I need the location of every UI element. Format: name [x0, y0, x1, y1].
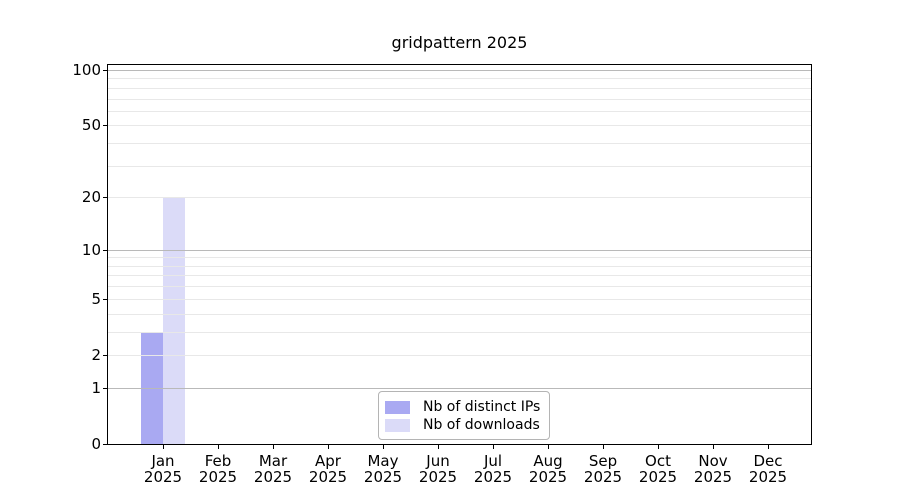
y-tick-label-50: 50 — [81, 116, 101, 134]
gridline-minor — [108, 332, 811, 333]
gridline-minor — [108, 99, 811, 100]
legend: Nb of distinct IPs Nb of downloads — [378, 391, 551, 440]
gridline-minor — [108, 111, 811, 112]
y-tick-label-10: 10 — [81, 241, 101, 259]
gridline-minor — [108, 257, 811, 258]
x-tick-label-jan: Jan 2025 — [133, 453, 193, 485]
x-label-year: 2025 — [748, 468, 788, 486]
legend-item-downloads: Nb of downloads — [385, 416, 540, 434]
x-tick-label-apr: Apr 2025 — [298, 453, 358, 485]
y-tick — [103, 388, 107, 389]
x-tick-label-mar: Mar 2025 — [243, 453, 303, 485]
x-label-month: Feb — [204, 452, 232, 470]
x-label-year: 2025 — [253, 468, 293, 486]
x-tick-label-aug: Aug 2025 — [518, 453, 578, 485]
x-tick-label-jun: Jun 2025 — [408, 453, 468, 485]
legend-label-downloads: Nb of downloads — [423, 417, 540, 433]
gridline-minor — [108, 266, 811, 267]
x-tick-label-oct: Oct 2025 — [628, 453, 688, 485]
gridline-minor — [108, 286, 811, 287]
x-label-year: 2025 — [693, 468, 733, 486]
x-tick-label-feb: Feb 2025 — [188, 453, 248, 485]
x-label-month: Sep — [588, 452, 618, 470]
gridline-major — [108, 388, 811, 389]
x-label-year: 2025 — [638, 468, 678, 486]
x-tick — [383, 445, 384, 449]
x-label-year: 2025 — [528, 468, 568, 486]
y-tick-label-2: 2 — [91, 346, 101, 364]
y-tick-label-100: 100 — [72, 61, 101, 79]
x-tick-label-dec: Dec 2025 — [738, 453, 798, 485]
x-label-month: Aug — [533, 452, 563, 470]
x-label-year: 2025 — [473, 468, 513, 486]
gridline-minor — [108, 197, 811, 198]
x-label-month: Dec — [753, 452, 783, 470]
x-tick — [493, 445, 494, 449]
x-label-year: 2025 — [418, 468, 458, 486]
x-label-year: 2025 — [583, 468, 623, 486]
gridline-major — [108, 250, 811, 251]
y-tick — [103, 444, 107, 445]
x-tick-label-sep: Sep 2025 — [573, 453, 633, 485]
y-tick — [103, 250, 107, 251]
x-tick — [328, 445, 329, 449]
x-tick — [218, 445, 219, 449]
legend-label-distinct-ips: Nb of distinct IPs — [423, 399, 541, 415]
gridline-major — [108, 70, 811, 71]
x-label-year: 2025 — [143, 468, 183, 486]
bar-downloads-jan — [163, 197, 185, 444]
gridline-minor — [108, 78, 811, 79]
gridline-minor — [108, 299, 811, 300]
x-label-month: Jun — [426, 452, 450, 470]
x-label-year: 2025 — [308, 468, 348, 486]
x-tick-label-jul: Jul 2025 — [463, 453, 523, 485]
x-label-year: 2025 — [198, 468, 238, 486]
x-label-month: May — [367, 452, 399, 470]
x-label-month: Jul — [483, 452, 503, 470]
x-tick — [163, 445, 164, 449]
gridline-minor — [108, 166, 811, 167]
gridline-minor — [108, 314, 811, 315]
x-tick — [658, 445, 659, 449]
gridline-minor — [108, 88, 811, 89]
y-tick-label-1: 1 — [91, 379, 101, 397]
y-tick-label-20: 20 — [81, 188, 101, 206]
x-label-month: Oct — [645, 452, 671, 470]
y-tick-label-5: 5 — [91, 290, 101, 308]
y-tick-label-0: 0 — [91, 435, 101, 453]
gridline-minor — [108, 275, 811, 276]
x-tick — [603, 445, 604, 449]
x-tick — [273, 445, 274, 449]
gridline-minor — [108, 355, 811, 356]
x-label-month: Mar — [258, 452, 288, 470]
y-tick — [103, 355, 107, 356]
legend-swatch-downloads-icon — [385, 418, 410, 432]
plot-border — [107, 64, 812, 445]
x-label-month: Nov — [698, 452, 728, 470]
chart-title: gridpattern 2025 — [391, 33, 528, 52]
x-tick — [438, 445, 439, 449]
gridline-minor — [108, 143, 811, 144]
x-tick — [548, 445, 549, 449]
legend-item-distinct-ips: Nb of distinct IPs — [385, 398, 540, 416]
y-tick — [103, 70, 107, 71]
gridline-minor — [108, 125, 811, 126]
x-tick-label-may: May 2025 — [353, 453, 413, 485]
x-label-month: Apr — [315, 452, 341, 470]
legend-swatch-distinct-ips-icon — [385, 400, 410, 414]
x-label-year: 2025 — [363, 468, 403, 486]
x-label-month: Jan — [151, 452, 175, 470]
x-tick — [713, 445, 714, 449]
y-tick — [103, 197, 107, 198]
y-tick — [103, 125, 107, 126]
x-tick-label-nov: Nov 2025 — [683, 453, 743, 485]
x-tick — [768, 445, 769, 449]
y-tick — [103, 299, 107, 300]
